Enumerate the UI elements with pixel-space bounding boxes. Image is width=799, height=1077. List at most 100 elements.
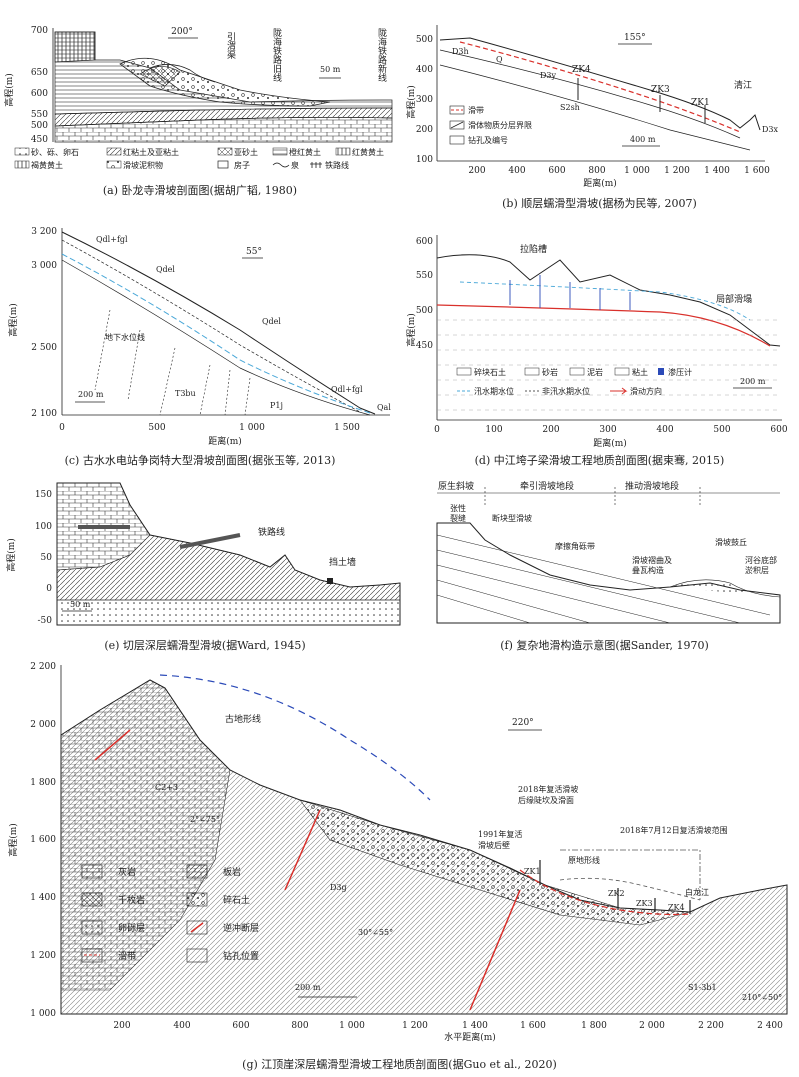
panel-g-yticks: 2 200 2 000 1 800 1 600 1 400 1 200 1 00… bbox=[30, 662, 56, 1019]
panel-g-caption: (g) 江顶崖深层蠕滑型滑坡工程地质剖面图(据Guo et al., 2020) bbox=[242, 1058, 557, 1071]
e-ytick-4: -50 bbox=[38, 616, 53, 626]
panel-g-figure: 2 200 2 000 1 800 1 600 1 400 1 200 1 00… bbox=[7, 662, 788, 1043]
c-water-line bbox=[61, 253, 371, 414]
f-breccia: 摩擦角砾带 bbox=[555, 541, 595, 551]
d-ylabel: 高程(m) bbox=[405, 313, 417, 347]
b-xtick-0: 200 bbox=[468, 166, 485, 176]
a-direction: 200° bbox=[171, 27, 193, 37]
d-legend-3: 粘土 bbox=[632, 367, 648, 377]
b-river: 清江 bbox=[734, 79, 752, 91]
c-water: 地下水位线 bbox=[105, 332, 145, 342]
spring-icon bbox=[272, 162, 290, 168]
g-dip1: 2°∠75° bbox=[190, 815, 220, 824]
d-xlabel: 距离(m) bbox=[593, 437, 627, 449]
d-legend-7: 滑动方向 bbox=[630, 386, 662, 396]
panel-c-xticks: 0 500 1 000 1 500 bbox=[59, 423, 360, 433]
g-xtick-11: 2 400 bbox=[757, 1021, 783, 1031]
panel-d-yticks: 600 550 500 450 bbox=[416, 237, 433, 351]
c-ytick-0: 3 200 bbox=[31, 227, 57, 237]
d-legend-0: 碎块石土 bbox=[474, 367, 506, 377]
d-xtick-5: 500 bbox=[713, 425, 730, 435]
a-ytick-700: 700 bbox=[31, 26, 48, 36]
g-legend-4: 卵砾层 bbox=[118, 922, 145, 934]
a-ytick-550: 550 bbox=[31, 110, 48, 120]
b-xtick-4: 1 000 bbox=[624, 166, 650, 176]
g-river: 白龙江 bbox=[685, 887, 709, 897]
b-xtick-6: 1 400 bbox=[704, 166, 730, 176]
f-river2: 淤积层 bbox=[745, 565, 769, 575]
a-label-new-rail: 陇海铁路新线 bbox=[376, 27, 387, 82]
a-legend-3: 橙红黄土 bbox=[289, 147, 321, 157]
g-ytick-6: 1 000 bbox=[30, 1009, 56, 1019]
g-ytick-2: 1 800 bbox=[30, 778, 56, 788]
c-ytick-3: 2 100 bbox=[31, 409, 57, 419]
d-xtick-6: 600 bbox=[770, 425, 787, 435]
a-legend-6: 滑坡泥积物 bbox=[123, 160, 163, 170]
b-xtick-5: 1 200 bbox=[664, 166, 690, 176]
panel-b-caption: (b) 顺层蠕滑型滑坡(据杨为民等, 2007) bbox=[502, 197, 697, 210]
panel-a: 700 650 600 550 500 450 高程(m) 200° 引渭渠 陇… bbox=[0, 20, 400, 210]
g-legend-0: 灰岩 bbox=[118, 866, 136, 878]
panel-b-yticks: 500 400 300 200 100 bbox=[416, 35, 433, 165]
g-xtick-4: 1 000 bbox=[339, 1021, 365, 1031]
g-zk3: ZK3 bbox=[636, 899, 653, 908]
d-ytick-2: 500 bbox=[416, 306, 433, 316]
g-s: S1-3b1 bbox=[688, 983, 717, 992]
a-legend-7: 房子 bbox=[234, 160, 250, 170]
c-q5: Qal bbox=[377, 403, 391, 412]
d-legend-6: 非汛水期水位 bbox=[542, 386, 590, 396]
g-l1991b: 滑坡后壁 bbox=[478, 840, 510, 850]
g-l2018b: 后缘陡坎及滑面 bbox=[518, 795, 574, 805]
panel-e-caption: (e) 切层深层蠕滑型滑坡(据Ward, 1945) bbox=[104, 639, 306, 652]
b-ylabel: 高程(m) bbox=[405, 85, 417, 119]
panel-e: 150 100 50 0 -50 高程(m) 铁路线 挡土墙 50 m (e) … bbox=[0, 475, 410, 655]
g-legend-1: 板岩 bbox=[223, 866, 241, 878]
e-ytick-1: 100 bbox=[35, 522, 52, 532]
panel-d: 600 550 500 450 0 100 200 300 400 500 60… bbox=[400, 220, 799, 470]
d-legend-5: 汛水期水位 bbox=[474, 386, 514, 396]
b-s2sh: S2sh bbox=[560, 103, 580, 112]
b-zk3: ZK3 bbox=[651, 85, 670, 95]
a-ytick-500: 500 bbox=[31, 121, 48, 131]
c-xlabel: 距离(m) bbox=[208, 435, 242, 447]
a-scale: 50 m bbox=[320, 65, 341, 74]
g-xtick-9: 2 000 bbox=[639, 1021, 665, 1031]
c-q4: Qdl+fgl bbox=[331, 385, 363, 394]
panel-c: 3 200 3 000 2 500 2 100 0 500 1 000 1 50… bbox=[0, 220, 400, 470]
panel-g-xticks: 200 400 600 800 1 000 1 200 1 400 1 600 … bbox=[113, 1021, 783, 1031]
a-legend-1: 红粘土及亚粘土 bbox=[123, 147, 179, 157]
g-scale: 200 m bbox=[295, 983, 321, 992]
d-local: 局部滑塌 bbox=[716, 293, 752, 305]
c-scale: 200 m bbox=[78, 390, 104, 399]
thrust-fault-icon bbox=[190, 922, 204, 933]
f-crack1: 张性 bbox=[450, 503, 466, 513]
panel-f-caption: (f) 复杂地滑构造示意图(据Sander, 1970) bbox=[500, 639, 709, 652]
g-l2018a: 2018年复活滑坡 bbox=[518, 784, 578, 794]
retaining-wall-icon bbox=[327, 578, 333, 584]
e-scale: 50 m bbox=[70, 600, 91, 609]
d-scale: 200 m bbox=[740, 377, 766, 386]
g-xtick-3: 800 bbox=[291, 1021, 308, 1031]
g-ylabel: 高程(m) bbox=[7, 823, 19, 857]
b-legend-1: 滑体物质分层界限 bbox=[468, 120, 532, 130]
slide-direction-icon bbox=[610, 387, 628, 395]
a-ytick-600: 600 bbox=[31, 89, 48, 99]
g-xtick-1: 400 bbox=[173, 1021, 190, 1031]
g-xtick-10: 2 200 bbox=[698, 1021, 724, 1031]
e-ytick-0: 150 bbox=[35, 490, 52, 500]
g-ytick-0: 2 200 bbox=[30, 662, 56, 672]
g-l1991a: 1991年复活 bbox=[478, 829, 522, 839]
e-ylabel: 高程(m) bbox=[5, 538, 17, 572]
panel-d-caption: (d) 中江垮子梁滑坡工程地质剖面图(据束骞, 2015) bbox=[474, 454, 725, 467]
a-ytick-650: 650 bbox=[31, 68, 48, 78]
a-legend-2: 亚砂土 bbox=[234, 147, 258, 157]
house-icon bbox=[217, 160, 229, 169]
b-d3h: D3h bbox=[452, 47, 469, 56]
e-rail: 铁路线 bbox=[258, 526, 285, 538]
d-ytick-0: 600 bbox=[416, 237, 433, 247]
g-ytick-4: 1 400 bbox=[30, 893, 56, 903]
c-xtick-1: 500 bbox=[148, 423, 165, 433]
f-river1: 河谷底部 bbox=[745, 555, 777, 565]
c-q3: Qdel bbox=[262, 317, 281, 326]
g-xlabel: 水平距离(m) bbox=[444, 1031, 496, 1043]
